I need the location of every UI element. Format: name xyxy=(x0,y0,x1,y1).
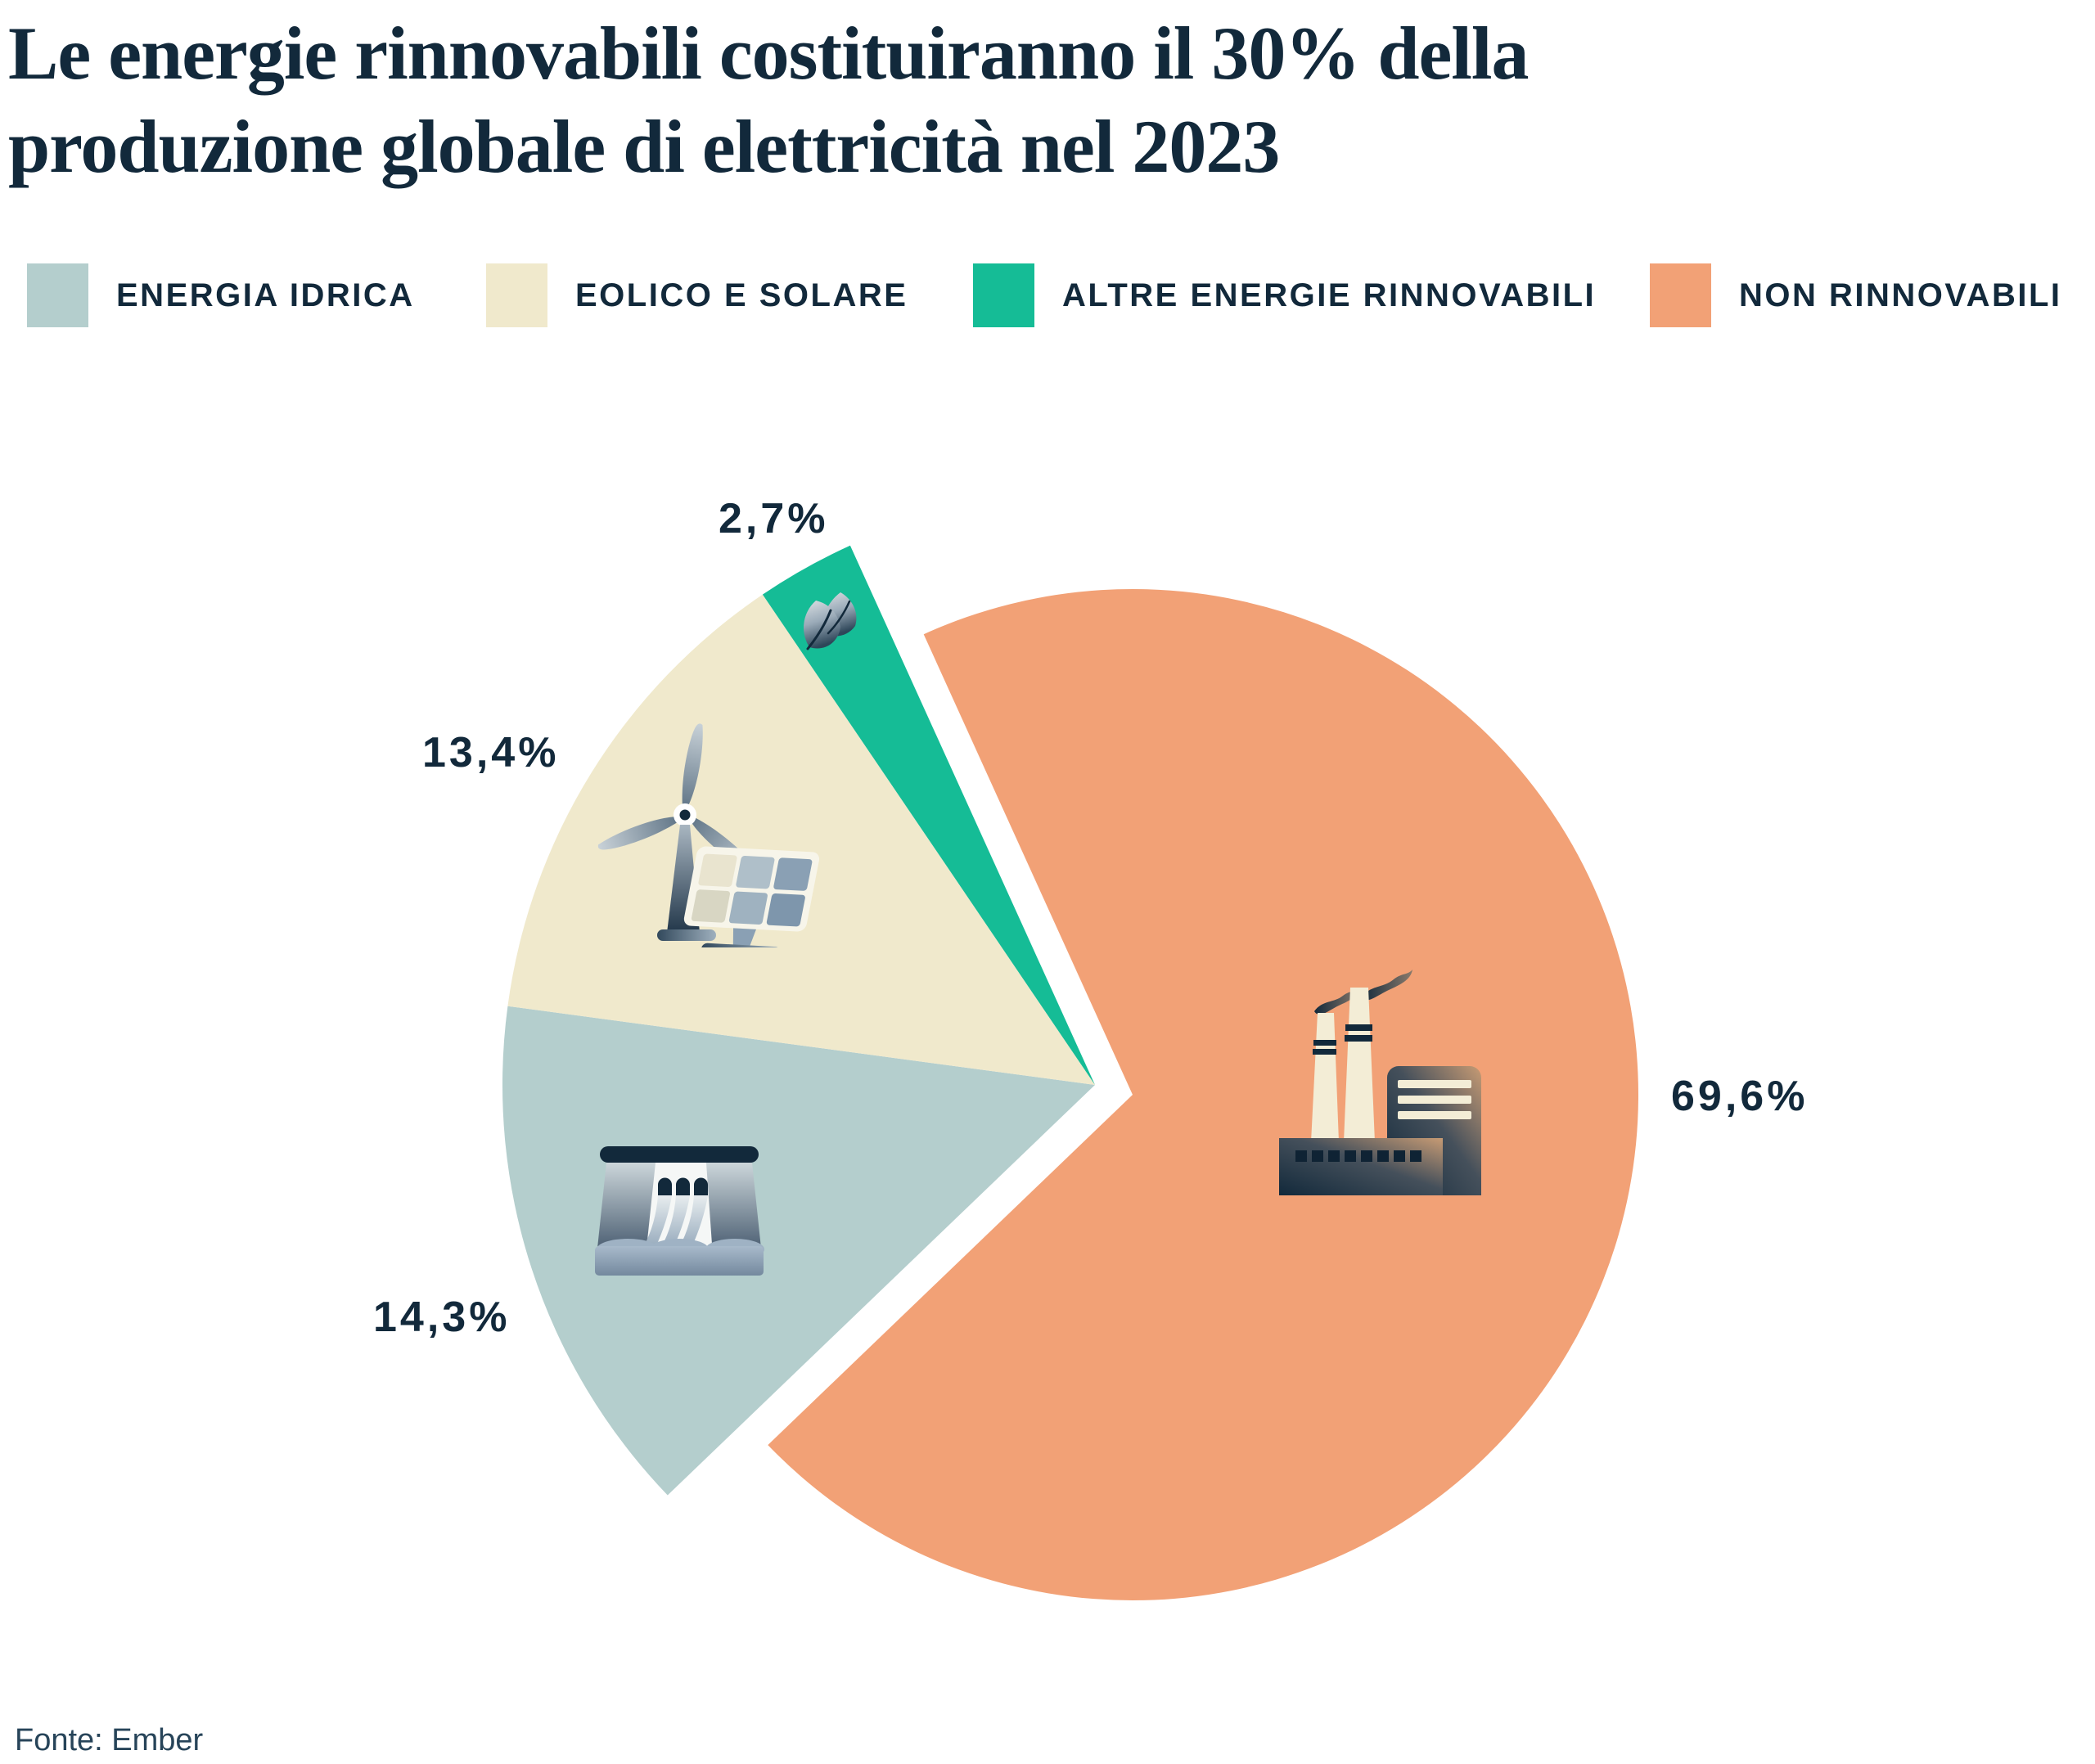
pie-slices xyxy=(502,545,1639,1600)
legend-item-energia-idrica: ENERGIA IDRICA xyxy=(27,263,415,327)
legend-swatch-2 xyxy=(973,263,1034,327)
chart-legend: ENERGIA IDRICA EOLICO E SOLARE ALTRE ENE… xyxy=(0,263,2095,327)
slice-label-eolico-e-solare: 13,4% xyxy=(422,729,560,776)
page-title: Le energie rinnovabili costituiranno il … xyxy=(8,7,2021,193)
page-title-line2: produzione globale di elettricità nel 20… xyxy=(8,105,1280,188)
pie-slice-energia-idrica xyxy=(502,1006,1095,1496)
legend-label: EOLICO E SOLARE xyxy=(575,277,908,313)
legend-item-eolico-e-solare: EOLICO E SOLARE xyxy=(486,263,908,327)
wind-turbine-solar-panel-icon xyxy=(597,723,820,947)
page-title-line1: Le energie rinnovabili costituiranno il … xyxy=(8,11,1529,95)
legend-swatch-0 xyxy=(27,263,88,327)
legend-label: NON RINNOVABILI xyxy=(1739,277,2062,313)
slice-label-altre-energie-rinnovabili: 2,7% xyxy=(719,495,829,542)
dam-icon xyxy=(595,1146,764,1276)
pie-slice-non-rinnovabili xyxy=(768,588,1639,1600)
factory-icon xyxy=(1279,970,1481,1195)
pie-slice-eolico-e-solare xyxy=(507,594,1095,1085)
legend-label: ALTRE ENERGIE RINNOVABILI xyxy=(1062,277,1597,313)
leaf-icon xyxy=(804,592,857,650)
slice-label-energia-idrica: 14,3% xyxy=(373,1294,511,1341)
legend-item-altre-energie-rinnovabili: ALTRE ENERGIE RINNOVABILI xyxy=(973,263,1596,327)
legend-item-non-rinnovabili: NON RINNOVABILI xyxy=(1650,263,2062,327)
source-note: Fonte: Ember xyxy=(15,1723,204,1757)
legend-swatch-3 xyxy=(1650,263,1711,327)
legend-swatch-1 xyxy=(486,263,547,327)
pie-slice-altre-energie-rinnovabili xyxy=(762,545,1095,1085)
legend-label: ENERGIA IDRICA xyxy=(116,277,415,313)
slice-label-non-rinnovabili: 69,6% xyxy=(1671,1073,1809,1120)
